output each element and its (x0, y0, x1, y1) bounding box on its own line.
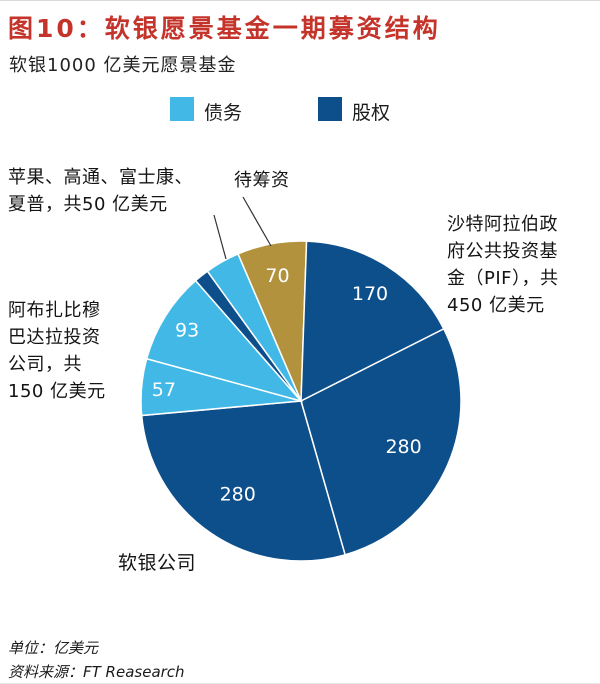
pie-slice-pif-280 (300, 327, 462, 556)
pie-slice-apple-group-debt (206, 252, 302, 402)
figure-subtitle: 软银1000 亿美元愿景基金 (9, 55, 237, 76)
legend-label-equity: 股权 (352, 102, 391, 124)
legend-swatch-equity (318, 97, 342, 121)
legend: 债务 股权 (0, 95, 600, 125)
pie-slice-value-label: 280 (220, 483, 256, 505)
pie-slice-pif-equity-170 (300, 240, 445, 403)
legend-label-debt: 债务 (204, 102, 243, 124)
source-note: 资料来源：FT Reasearch (8, 663, 185, 681)
annotation-softbank: 软银公司 (118, 552, 197, 574)
pie-slice-value-label: 170 (352, 283, 388, 305)
annotation-mubadala: 阿布扎比穆 巴达拉投资 公司，共 150 亿美元 (8, 300, 106, 402)
pie-slice-value-label: 70 (265, 265, 289, 287)
pie-slice-mubadala-93 (145, 279, 304, 403)
pie-slice-value-label: 93 (175, 320, 199, 342)
callout-line (213, 214, 227, 260)
unit-note: 单位：亿美元 (8, 639, 99, 657)
figure-title: 图10：软银愿景基金一期募资结构 (8, 14, 441, 43)
pie-slice-softbank-280 (140, 400, 347, 562)
annotation-pif: 沙特阿拉伯政 府公共投资基 金（PIF），共 450 亿美元 (447, 214, 559, 316)
legend-swatch-debt (170, 97, 194, 121)
pie-slice-value-label: 280 (385, 436, 421, 458)
annotation-pending-funds: 待筹资 (234, 170, 290, 191)
callout-line (242, 196, 272, 247)
annotation-apple-group: 苹果、高通、富士康、 夏普，共50 亿美元 (8, 167, 193, 215)
pie-slice-value-label: 57 (152, 379, 176, 401)
